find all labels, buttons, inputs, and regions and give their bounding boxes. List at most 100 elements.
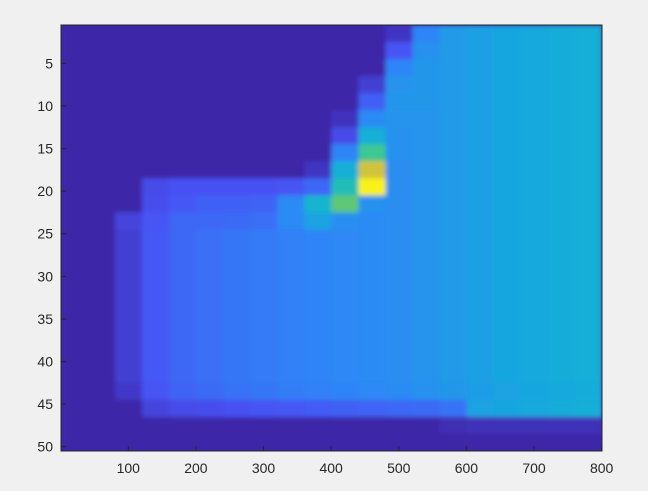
heatmap-cell bbox=[196, 212, 224, 231]
heatmap-cell bbox=[412, 25, 441, 43]
heatmap-cell bbox=[520, 263, 549, 282]
heatmap-cell bbox=[142, 25, 170, 43]
heatmap-cell bbox=[250, 195, 278, 214]
heatmap-cell bbox=[358, 297, 387, 316]
heatmap-cell bbox=[520, 42, 549, 60]
heatmap-cell bbox=[439, 314, 468, 333]
heatmap-cell bbox=[358, 42, 387, 60]
heatmap-cell bbox=[331, 246, 360, 265]
heatmap-cell bbox=[547, 399, 576, 418]
heatmap-cell bbox=[331, 144, 360, 162]
heatmap-cell bbox=[169, 76, 197, 94]
heatmap-cell bbox=[520, 331, 549, 350]
heatmap-cell bbox=[169, 263, 197, 282]
heatmap-cell bbox=[547, 348, 576, 367]
heatmap-cell bbox=[277, 365, 306, 384]
heatmap-cell bbox=[61, 212, 89, 231]
heatmap-cell bbox=[277, 399, 306, 418]
heatmap-cell bbox=[520, 229, 549, 248]
heatmap-cell bbox=[88, 127, 116, 145]
heatmap-cell bbox=[520, 348, 549, 367]
heatmap-cell bbox=[466, 314, 495, 333]
heatmap-cell bbox=[358, 365, 387, 384]
heatmap-cell bbox=[574, 382, 602, 401]
heatmap-cell bbox=[277, 212, 306, 231]
heatmap-cell bbox=[88, 433, 116, 451]
heatmap-cell bbox=[439, 127, 468, 145]
heatmap-cell bbox=[142, 161, 170, 179]
heatmap-cell bbox=[385, 416, 414, 435]
heatmap-cell bbox=[574, 399, 602, 418]
heatmap-cell bbox=[142, 59, 170, 77]
heatmap-cell bbox=[358, 246, 387, 265]
heatmap-cell bbox=[493, 42, 522, 60]
heatmap-cell bbox=[466, 110, 495, 128]
heatmap-cell bbox=[88, 76, 116, 94]
heatmap-cell bbox=[466, 178, 495, 196]
heatmap-cell bbox=[331, 382, 360, 401]
heatmap-cell bbox=[574, 365, 602, 384]
heatmap-cell bbox=[250, 42, 278, 60]
heatmap-cell bbox=[304, 314, 333, 333]
heatmap-cell bbox=[412, 433, 441, 451]
heatmap-cell bbox=[196, 229, 224, 248]
heatmap-cell bbox=[412, 229, 441, 248]
heatmap-cell bbox=[277, 433, 306, 451]
heatmap-cell bbox=[493, 59, 522, 77]
heatmap-cell bbox=[223, 297, 251, 316]
heatmap-cell bbox=[493, 229, 522, 248]
heatmap-cell bbox=[547, 59, 576, 77]
heatmap-cell bbox=[331, 59, 360, 77]
heatmap-cell bbox=[277, 25, 306, 43]
heatmap-cell bbox=[61, 76, 89, 94]
heatmap-cell bbox=[223, 263, 251, 282]
heatmap-cell bbox=[493, 331, 522, 350]
heatmap-cell bbox=[412, 314, 441, 333]
heatmap-cell bbox=[196, 127, 224, 145]
heatmap-cell bbox=[331, 416, 360, 435]
heatmap-cell bbox=[88, 93, 116, 111]
y-tick-label: 45 bbox=[37, 396, 53, 412]
heatmap-cell bbox=[115, 127, 143, 145]
heatmap-cell bbox=[61, 433, 89, 451]
heatmap-cell bbox=[115, 144, 143, 162]
heatmap-cell bbox=[547, 416, 576, 435]
y-tick-label: 25 bbox=[37, 226, 53, 242]
heatmap-cell bbox=[331, 25, 360, 43]
heatmap-cell bbox=[115, 42, 143, 60]
heatmap-cell bbox=[61, 382, 89, 401]
heatmap-cell bbox=[412, 399, 441, 418]
heatmap-cell bbox=[520, 314, 549, 333]
heatmap-cell bbox=[466, 229, 495, 248]
heatmap-cell bbox=[196, 280, 224, 299]
heatmap-cell bbox=[466, 365, 495, 384]
heatmap-cell bbox=[439, 263, 468, 282]
heatmap-cell bbox=[277, 161, 306, 179]
heatmap-cell bbox=[547, 246, 576, 265]
heatmap-cell bbox=[547, 280, 576, 299]
heatmap-cell bbox=[439, 399, 468, 418]
heatmap-cell bbox=[331, 212, 360, 231]
heatmap-cell bbox=[142, 76, 170, 94]
heatmap-cell bbox=[223, 433, 251, 451]
heatmap-cell bbox=[574, 42, 602, 60]
heatmap-cell bbox=[385, 331, 414, 350]
heatmap-cell bbox=[88, 416, 116, 435]
heatmap-cell bbox=[88, 263, 116, 282]
heatmap-cell bbox=[412, 161, 441, 179]
heatmap-cell bbox=[358, 25, 387, 43]
heatmap-cell bbox=[331, 93, 360, 111]
heatmap-cell bbox=[304, 229, 333, 248]
heatmap-cell bbox=[574, 263, 602, 282]
heatmap-cell bbox=[88, 195, 116, 214]
heatmap-cell bbox=[466, 399, 495, 418]
heatmap-cell bbox=[385, 348, 414, 367]
y-tick-label: 5 bbox=[45, 55, 53, 71]
heatmap-cell bbox=[412, 348, 441, 367]
heatmap-cell bbox=[574, 433, 602, 451]
heatmap-cell bbox=[466, 144, 495, 162]
heatmap-cell bbox=[466, 212, 495, 231]
heatmap-cell bbox=[574, 110, 602, 128]
heatmap-cell bbox=[547, 212, 576, 231]
heatmap-cell bbox=[169, 416, 197, 435]
